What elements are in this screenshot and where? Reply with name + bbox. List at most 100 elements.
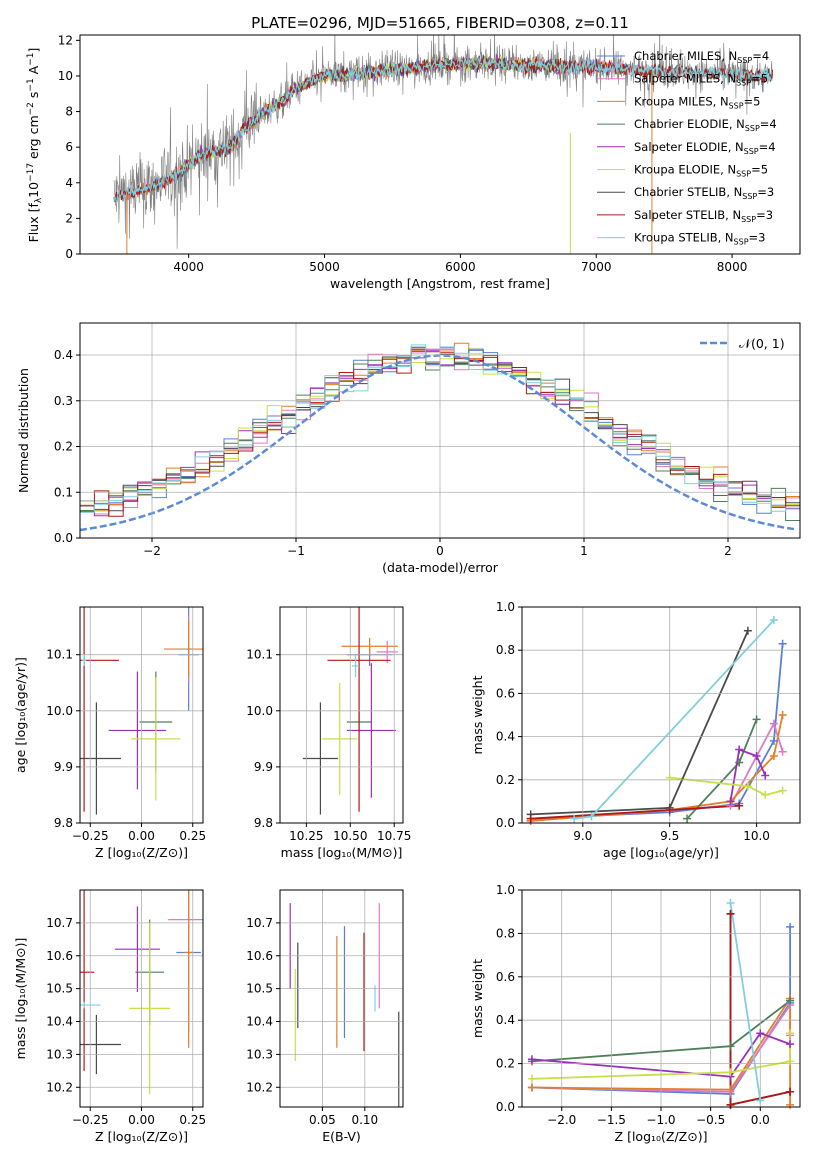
y-tick-label: 10.4 (46, 1015, 73, 1029)
y-tick-label: 0.2 (54, 440, 73, 454)
model-line-kroupa_stelib (113, 57, 773, 204)
y-tick-label: 10.4 (246, 1015, 273, 1029)
x-axis-label: Z [log₁₀(Z/Z⊙)] (95, 1129, 188, 1144)
plot-area (80, 607, 203, 815)
x-tick-label: −1 (287, 544, 305, 558)
y-tick-label: 10.6 (46, 949, 73, 963)
y-tick-label: 0.4 (54, 348, 73, 362)
grid-lines (80, 890, 203, 1107)
legend-entry: Chabrier ELODIE, NSSP=4 (634, 117, 777, 133)
data-point-chabrier_miles (778, 639, 787, 648)
y-tick-label: 10.7 (46, 916, 73, 930)
data-point-salpeter_stelib (726, 909, 735, 918)
data-point-chabrier_elodie (752, 715, 761, 724)
data-point-salpeter_stelib (735, 801, 744, 810)
legend-name: Kroupa MILES, N (634, 94, 729, 108)
x-tick-label: 0 (436, 544, 444, 558)
grid-lines (80, 607, 203, 824)
y-tick-label: 0.0 (496, 816, 515, 830)
x-tick-label: 0.00 (128, 829, 155, 843)
x-tick-label: 9.5 (660, 829, 679, 843)
data-point-chabrier_elodie (683, 814, 692, 823)
x-tick-label: 6000 (445, 260, 476, 274)
chart-spectrum: 4000 5000 6000 7000 8000 0 2 4 6 8 10 12 wavelength … (26, 33, 801, 291)
y-axis-label-part: erg cm (26, 115, 41, 163)
x-tick-label: 0.25 (179, 829, 206, 843)
y-tick-label: 9.9 (254, 760, 273, 774)
x-tick-label: 0.25 (179, 1113, 206, 1127)
legend-sub: SSP (744, 147, 759, 156)
y-tick-label: 0.1 (54, 485, 73, 499)
data-point-kroupa_stelib (726, 899, 735, 908)
data-point-kroupa_elodie (726, 1068, 735, 1077)
grid-lines (280, 890, 403, 1107)
y-axis-label-part: −1 (26, 53, 36, 66)
data-point-kroupa_stelib (769, 615, 778, 624)
legend-label: 𝒩(0, 1) (739, 336, 785, 351)
x-tick-label: −1.0 (646, 1113, 675, 1127)
x-tick-label: 9.0 (573, 829, 592, 843)
data-point-kroupa_elodie (761, 790, 770, 799)
y-tick-label: 10.6 (246, 949, 273, 963)
x-axis-label: wavelength [Angstrom, rest frame] (330, 276, 550, 291)
legend-name: Salpeter ELODIE, N (634, 140, 744, 154)
legend-entry: Salpeter STELIB, NSSP=3 (634, 208, 773, 224)
data-point-kroupa_miles (726, 1085, 735, 1094)
legend-value: =5 (751, 163, 768, 177)
x-axis-label: E(B-V) (322, 1129, 361, 1144)
x-tick-label: 2 (724, 544, 732, 558)
normal-curve (80, 354, 798, 532)
x-tick-label: 7000 (581, 260, 612, 274)
data-point-salpeter_miles (769, 719, 778, 728)
plot-area (289, 903, 400, 1107)
legend-entry: Salpeter MILES, NSSP=5 (634, 72, 768, 88)
y-tick-label: 10.2 (46, 1080, 73, 1094)
y-tick-label: 0.6 (496, 686, 515, 700)
x-tick-label: 0.0 (751, 1113, 770, 1127)
data-point-kroupa_elodie (527, 1074, 536, 1083)
legend-name: Salpeter MILES, N (634, 72, 736, 86)
data-point-salpeter_miles (778, 747, 787, 756)
series-line-salpeter_elodie (729, 748, 767, 802)
y-tick-label: 10.0 (46, 704, 73, 718)
y-tick-label: 10.0 (246, 704, 273, 718)
chart-residuals: −2 −1 0 1 2 0.0 0.1 0.2 0.3 0.4 (data-model)/error… (16, 322, 801, 575)
data-point-kroupa_elodie (786, 1057, 795, 1066)
y-axis-label-part: Flux [f (26, 203, 41, 243)
axes-frame (279, 606, 404, 824)
y-axis-label-part: −1 (26, 78, 36, 91)
legend-name: Kroupa ELODIE, N (634, 163, 736, 177)
data-point-kroupa_miles (778, 711, 787, 719)
legend-entry: Kroupa STELIB, NSSP=3 (634, 231, 765, 247)
x-tick-label: 10.75 (377, 829, 411, 843)
data-point-kroupa_stelib (587, 812, 596, 821)
legend-entry: Chabrier STELIB, NSSP=3 (634, 185, 774, 201)
legend-name: Chabrier ELODIE, N (634, 117, 745, 131)
x-tick-label: 10.25 (289, 829, 323, 843)
y-tick-label: 9.8 (254, 816, 273, 830)
data-point-salpeter_stelib (526, 814, 535, 823)
legend-sub: SSP (736, 170, 751, 179)
data-point-kroupa_stelib (756, 1096, 765, 1105)
figure-title: PLATE=0296, MJD=51665, FIBERID=0308, z=0… (251, 14, 629, 32)
y-axis-label-part: s (26, 92, 41, 103)
legend-sub: SSP (742, 192, 757, 201)
y-tick-label: 0 (65, 247, 73, 261)
axes-frame (279, 889, 404, 1108)
data-point-kroupa_miles (786, 1100, 795, 1109)
data-point-salpeter_stelib (726, 1100, 735, 1109)
y-tick-label: 4 (65, 176, 73, 190)
x-tick-label: 10.50 (333, 829, 367, 843)
grid-lines (522, 889, 800, 1108)
y-axis-label-part: A (26, 65, 41, 78)
legend-name: Chabrier STELIB, N (634, 185, 742, 199)
y-tick-label: 10.3 (46, 1047, 73, 1061)
y-axis-label-part: −17 (26, 163, 36, 182)
x-tick-label: 0.05 (309, 1113, 336, 1127)
y-tick-label: 10.2 (246, 1080, 273, 1094)
legend-name: Chabrier MILES, N (634, 49, 737, 63)
y-tick-label: 0.4 (496, 730, 515, 744)
grid-lines (280, 607, 403, 824)
legend-value: =4 (752, 49, 769, 63)
